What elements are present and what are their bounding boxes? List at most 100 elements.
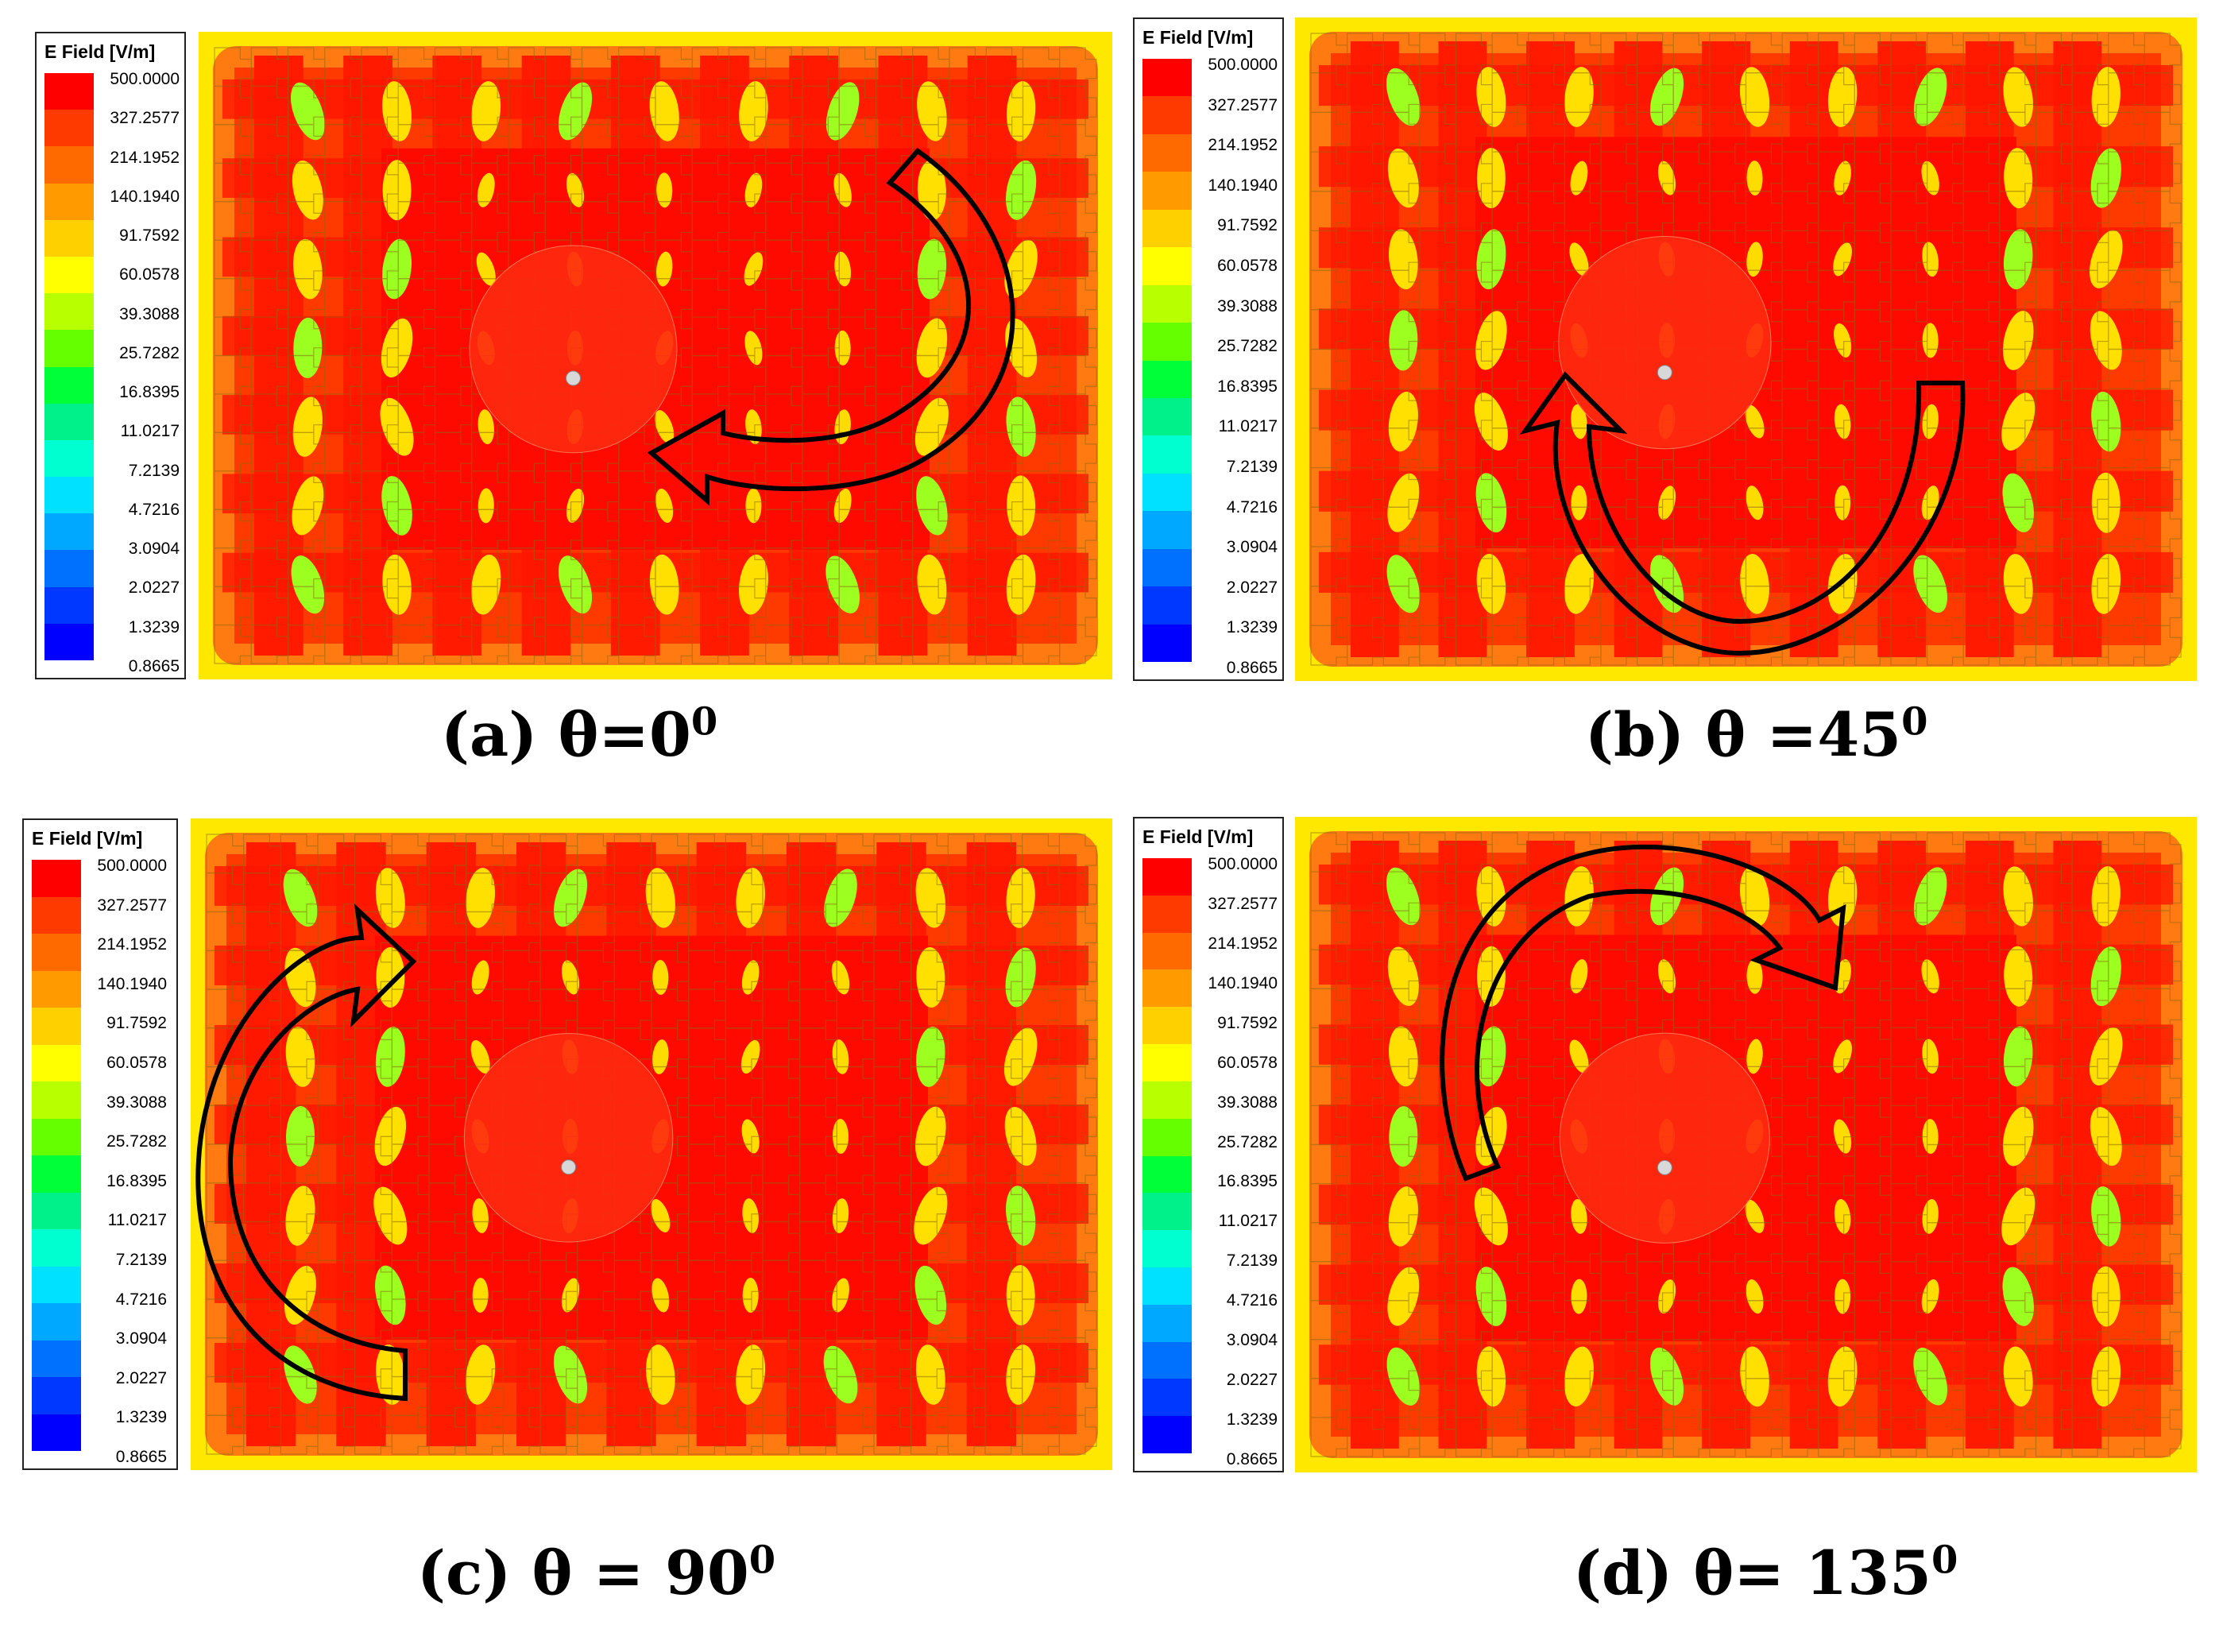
legend-tick-label: 2.0227 — [1226, 578, 1278, 597]
field-map-svg — [1295, 17, 2197, 681]
legend-tick-label: 327.2577 — [97, 896, 167, 915]
field-streak — [292, 238, 323, 300]
field-map-svg — [199, 32, 1112, 679]
field-streak — [558, 555, 593, 614]
field-streak — [744, 252, 764, 286]
field-streak — [738, 554, 768, 615]
legend-tick-label: 3.0904 — [1226, 538, 1278, 557]
field-streak — [1922, 242, 1939, 277]
field-streak — [1570, 959, 1588, 994]
feed-point — [1657, 1159, 1672, 1175]
legend-panel-d: E Field [V/m] 500.0000 327.2577 214.1952 14… — [1133, 817, 1284, 1472]
legend-colorbar — [1142, 858, 1192, 1453]
legend-swatch — [32, 1414, 81, 1451]
field-streak — [1834, 1198, 1851, 1234]
field-streak — [1746, 1039, 1763, 1074]
field-streak — [1745, 1199, 1765, 1233]
field-streak — [2091, 1186, 2121, 1247]
legend-tick-label: 500.0000 — [1208, 855, 1278, 873]
legend-swatch — [1142, 133, 1192, 172]
field-streak — [285, 1027, 315, 1087]
caption-d-sup: 0 — [1931, 1538, 1958, 1583]
field-streak — [477, 172, 495, 207]
field-streak — [645, 1344, 675, 1405]
field-streak — [1474, 1187, 1508, 1246]
field-streak — [1386, 68, 1421, 126]
legend-tick-label: 140.1940 — [1208, 973, 1278, 992]
field-streak — [1746, 486, 1764, 520]
legend-swatch — [1142, 284, 1192, 323]
rotation-arrow-icon — [1440, 844, 1846, 1182]
legend-swatch — [1142, 59, 1192, 97]
legend-swatch — [44, 513, 94, 551]
field-streak — [466, 868, 496, 928]
field-map-svg — [191, 818, 1112, 1470]
field-streak — [833, 488, 852, 523]
caption-b-sup: 0 — [1901, 699, 1928, 745]
legend-swatch — [1142, 548, 1192, 587]
legend-tick-label: 16.8395 — [106, 1171, 167, 1190]
field-streak — [655, 410, 675, 444]
legend-swatch — [1142, 1007, 1192, 1045]
field-streak — [292, 161, 323, 220]
caption-d-label: (d) θ= 135 — [1573, 1538, 1931, 1608]
field-streak — [651, 1278, 670, 1313]
legend-swatch — [1142, 1155, 1192, 1194]
feed-point — [561, 1159, 577, 1175]
caption-c-label: (c) θ = 90 — [417, 1538, 749, 1608]
legend-tick-label: 7.2139 — [1226, 458, 1278, 476]
field-map-c — [191, 818, 1112, 1470]
field-streak — [2003, 1346, 2033, 1407]
legend-panel-c: E Field [V/m] 500.0000 327.2577 214.1952 14… — [22, 818, 178, 1470]
field-streak — [558, 82, 593, 141]
legend-tick-label: 0.8665 — [1226, 1450, 1278, 1468]
field-streak — [1913, 68, 1947, 126]
field-streak — [471, 960, 489, 995]
legend-swatch — [44, 477, 94, 514]
field-streak — [376, 1344, 405, 1405]
field-streak — [744, 331, 763, 366]
field-streak — [742, 1278, 759, 1313]
field-streak — [471, 81, 501, 141]
field-streak — [284, 1266, 316, 1325]
rotation-arrow-icon — [1519, 371, 1966, 656]
field-streak — [656, 172, 673, 208]
legend-colorbar — [1142, 59, 1192, 662]
legend-tick-label: 16.8395 — [1217, 1172, 1278, 1191]
feed-circle — [1558, 236, 1772, 450]
unit-cell-outline — [1059, 624, 1097, 664]
field-streak — [652, 960, 669, 995]
field-streak — [1474, 393, 1508, 451]
legend-swatch — [32, 1155, 81, 1193]
field-streak — [1006, 1186, 1036, 1246]
field-streak — [914, 1265, 947, 1325]
field-streak — [1476, 229, 1506, 290]
legend-swatch — [44, 256, 94, 294]
field-streak — [2090, 311, 2122, 370]
field-streak — [291, 82, 325, 141]
legend-swatch — [1142, 1341, 1192, 1379]
field-streak — [2001, 393, 2035, 451]
field-streak — [382, 554, 412, 615]
legend-title: E Field [V/m] — [44, 41, 156, 62]
legend-swatch — [44, 293, 94, 331]
rotation-arrow-icon — [195, 903, 417, 1402]
field-streak — [2002, 1267, 2034, 1326]
legend-swatch — [32, 970, 81, 1008]
legend-swatch — [32, 896, 81, 934]
field-streak — [2091, 1266, 2121, 1327]
legend-tick-label: 500.0000 — [1208, 56, 1278, 74]
field-streak — [1475, 473, 1507, 533]
field-streak — [916, 318, 948, 378]
field-streak — [1746, 1279, 1764, 1314]
field-streak — [1476, 553, 1506, 614]
feed-point — [566, 370, 581, 386]
field-streak — [477, 488, 494, 524]
legend-tick-label: 0.8665 — [128, 657, 180, 675]
field-streak — [1475, 1267, 1507, 1326]
legend-tick-label: 60.0578 — [1217, 1053, 1278, 1072]
legend-swatch — [1142, 969, 1192, 1008]
legend-tick-label: 7.2139 — [128, 461, 180, 480]
field-streak — [283, 869, 318, 927]
caption-c-sup: 0 — [748, 1538, 776, 1583]
